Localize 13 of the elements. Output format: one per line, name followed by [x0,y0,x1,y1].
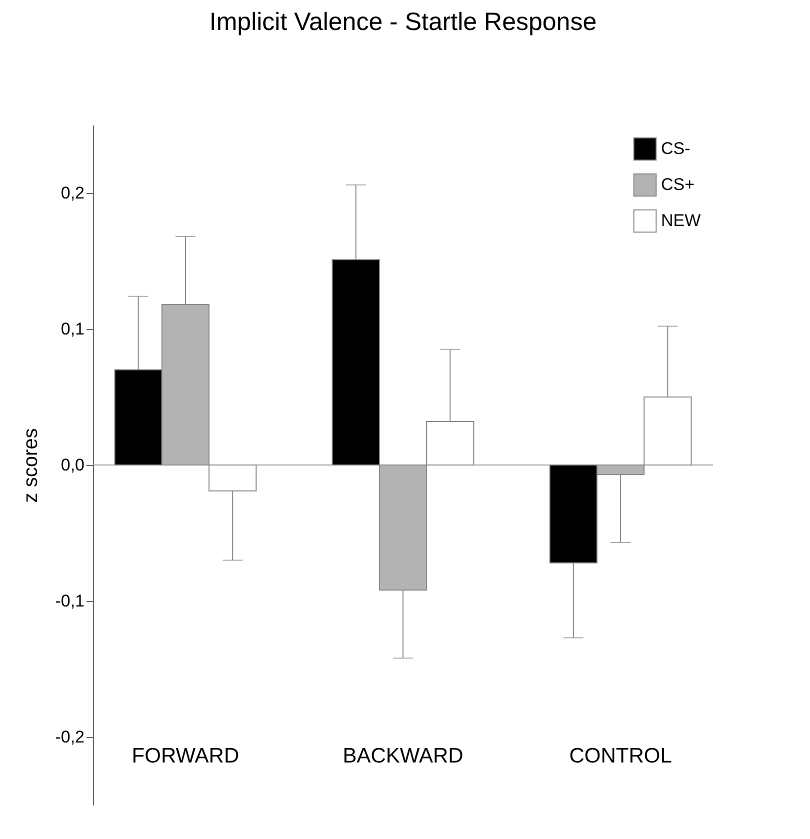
y-tick-label: -0,1 [55,592,84,610]
y-tick-label: 0,0 [60,456,84,474]
x-tick-label: FORWARD [132,744,240,768]
legend-label: NEW [661,211,701,230]
legend-label: CS+ [661,175,695,194]
y-axis-title: z scores [20,428,42,503]
chart-title: Implicit Valence - Startle Response [209,8,597,36]
x-tick-label: CONTROL [569,744,672,768]
y-tick-label: 0,1 [60,320,84,338]
y-tick-label: 0,2 [60,184,84,202]
y-tick-label: -0,2 [55,728,84,746]
legend-label: CS- [661,139,690,158]
x-tick-label: BACKWARD [342,744,464,768]
